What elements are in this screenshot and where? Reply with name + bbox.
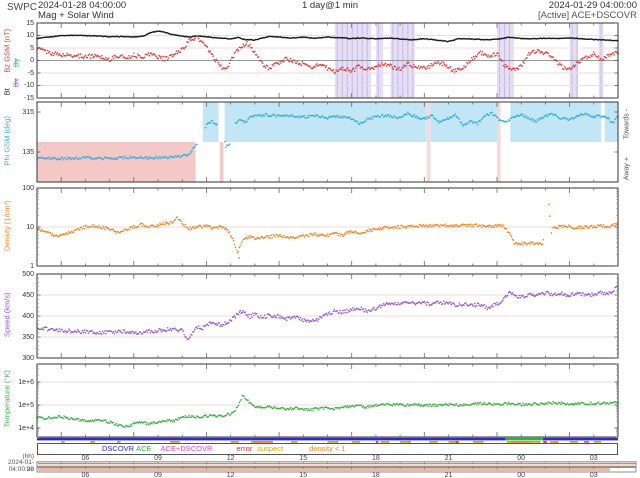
footer-start-time: 04:00:00 (8, 465, 34, 473)
timeline-bar-2 (36, 466, 637, 473)
y-tick-label: -15 (23, 94, 34, 102)
y-tick-label: 1e+6 (18, 378, 34, 386)
timeline-bar-1 (36, 461, 637, 467)
bz-series (36, 35, 619, 74)
legend-item-density-1: density < 1 (309, 444, 346, 454)
sector-towards-label: Towards - (623, 108, 631, 140)
y-tick-label: 450 (22, 291, 34, 299)
density-series (36, 203, 619, 259)
sector-away-label: Away + (623, 157, 631, 181)
y-tick-label: -10 (23, 82, 34, 90)
hour-label: 15 (299, 455, 308, 463)
hour-label: 06 (81, 455, 90, 463)
y-tick-label: 0 (30, 57, 34, 65)
hour-label: 09 (154, 455, 162, 463)
legend-item-dscovr: DSCOVR (102, 444, 135, 454)
hour-label: 00 (517, 471, 526, 478)
plot-title: Mag + Solar Wind (38, 10, 114, 21)
bt-series (36, 30, 619, 43)
status-label: [Active] ACE+DSCOVR (538, 10, 637, 21)
resolution-label: 1 day@1 min (301, 0, 359, 11)
hour-label: 12 (226, 471, 235, 478)
phi-series (36, 111, 619, 161)
y-tick-label: 315 (22, 108, 34, 116)
hour-label: 00 (517, 455, 526, 463)
hour-label: 06 (81, 471, 90, 478)
speed-series (36, 285, 619, 341)
y-tick-label: 300 (22, 354, 34, 362)
y-tick-label: 350 (22, 333, 34, 341)
temperature-series (36, 394, 619, 428)
y-tick-label: 135 (22, 148, 34, 156)
agency-label: SWPC (7, 2, 37, 13)
y-tick-label: 500 (22, 270, 34, 278)
hour-label: 12 (226, 455, 235, 463)
hour-label: 18 (372, 455, 380, 463)
legend-item-ace-dscovr: ACE+DSCOVR (160, 444, 213, 454)
hour-label: 21 (444, 471, 453, 478)
y-tick-label: 10 (26, 223, 34, 231)
phi-sector-bands (37, 102, 618, 182)
y-tick-label: 1e+4 (18, 424, 34, 432)
start-datetime: 2024-01-28 04:00:00 (38, 0, 127, 11)
hour-label: 09 (154, 471, 162, 478)
footer-start-date: 2024-01-28 (7, 459, 34, 473)
end-datetime: 2024-01-29 04:00:00 (548, 0, 637, 11)
legend-item-ace: ACE (136, 444, 152, 454)
y-tick-label: 15 (26, 19, 34, 27)
y-tick-label: -5 (27, 69, 34, 77)
y-tick-label: 5 (30, 44, 34, 52)
y-tick-label: 10 (26, 32, 34, 40)
y-tick-label: 100 (22, 184, 34, 192)
hour-label: 03 (589, 455, 598, 463)
legend-row: DSCOVR ACE ACE+DSCOVR error suspect density <… (37, 443, 618, 455)
hour-label: 18 (372, 471, 380, 478)
data-source-strip (37, 437, 618, 443)
legend-item-error: error (236, 444, 253, 454)
hour-label: 15 (299, 471, 308, 478)
legend-item-suspect: suspect (257, 444, 284, 454)
y-tick-label: 1 (30, 262, 34, 270)
axis-label-sector: Away + Towards - (624, 89, 631, 201)
y-tick-label: 1e+5 (18, 401, 34, 409)
hour-label: 21 (444, 455, 453, 463)
hour-label: 03 (589, 471, 598, 478)
y-tick-label: 400 (22, 312, 34, 320)
hour-axis-unit: (hh) (22, 452, 34, 460)
